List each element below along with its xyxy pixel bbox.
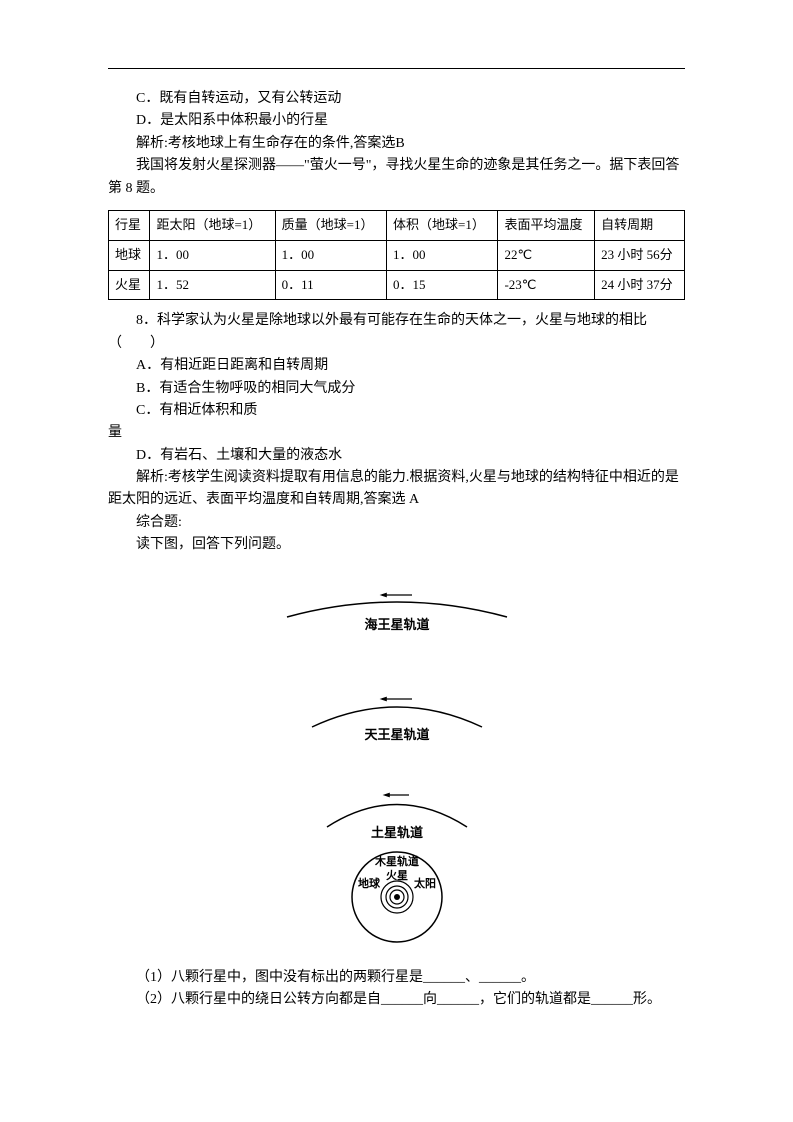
table-cell: 0．11 (275, 270, 386, 300)
table-cell: 1．00 (275, 240, 386, 270)
table-cell: 行星 (109, 210, 150, 240)
table-cell: 1．00 (150, 240, 275, 270)
option-b: B．有适合生物呼吸的相同大气成分 (108, 378, 685, 400)
table-cell: 0．15 (387, 270, 498, 300)
page-divider (108, 68, 685, 69)
document-content: C．既有自转运动，又有公转运动 D．是太阳系中体积最小的行星 解析:考核地球上有… (108, 88, 685, 1011)
option-d: D．是太阳系中体积最小的行星 (108, 110, 685, 132)
neptune-label: 海王星轨道 (364, 617, 429, 632)
analysis-8: 解析:考核学生阅读资料提取有用信息的能力.根据资料,火星与地球的结构特征中相近的… (108, 467, 685, 512)
option-c-part1: C．有相近体积和质 (108, 400, 685, 422)
table-cell: 24 小时 37分 (595, 270, 685, 300)
table-row: 行星 距太阳（地球=1） 质量（地球=1） 体积（地球=1） 表面平均温度 自转… (109, 210, 685, 240)
planet-table: 行星 距太阳（地球=1） 质量（地球=1） 体积（地球=1） 表面平均温度 自转… (108, 210, 685, 300)
table-row: 火星 1．52 0．11 0．15 -23℃ 24 小时 37分 (109, 270, 685, 300)
table-cell: 1．52 (150, 270, 275, 300)
orbit-svg: 海王星轨道 天王星轨道 土星轨道 木星轨道 地球 火星 太阳 (257, 577, 537, 957)
table-cell: 距太阳（地球=1） (150, 210, 275, 240)
table-row: 地球 1．00 1．00 1．00 22℃ 23 小时 56分 (109, 240, 685, 270)
uranus-label: 天王星轨道 (364, 727, 429, 742)
question8-intro: 我国将发射火星探测器——"萤火一号"，寻找火星生命的迹象是其任务之一。据下表回答… (108, 155, 685, 200)
sun-label: 太阳 (413, 876, 436, 890)
option-c-part2: 量 (108, 422, 685, 444)
question8-stem: 8．科学家认为火星是除地球以外最有可能存在生命的天体之一，火星与地球的相比（ ） (108, 310, 685, 355)
option-c: C．既有自转运动，又有公转运动 (108, 88, 685, 110)
question-1: （1）八颗行星中，图中没有标出的两颗行星是______、______。 (108, 967, 685, 989)
jupiter-label: 木星轨道 (374, 854, 419, 868)
table-cell: 23 小时 56分 (595, 240, 685, 270)
question-2: （2）八颗行星中的绕日公转方向都是自______向______，它们的轨道都是_… (108, 989, 685, 1011)
table-cell: 22℃ (498, 240, 595, 270)
table-cell: 自转周期 (595, 210, 685, 240)
read-fig: 读下图，回答下列问题。 (108, 534, 685, 556)
orbit-diagram: 海王星轨道 天王星轨道 土星轨道 木星轨道 地球 火星 太阳 (108, 577, 685, 957)
section-label: 综合题: (108, 512, 685, 534)
table-cell: 质量（地球=1） (275, 210, 386, 240)
mars-label: 火星 (386, 869, 408, 882)
table-cell: -23℃ (498, 270, 595, 300)
earth-label: 地球 (358, 876, 381, 890)
table-cell: 表面平均温度 (498, 210, 595, 240)
table-cell: 火星 (109, 270, 150, 300)
table-cell: 1．00 (387, 240, 498, 270)
table-cell: 体积（地球=1） (387, 210, 498, 240)
option-d: D．有岩石、土壤和大量的液态水 (108, 445, 685, 467)
table-cell: 地球 (109, 240, 150, 270)
analysis-7: 解析:考核地球上有生命存在的条件,答案选B (108, 133, 685, 155)
saturn-label: 土星轨道 (370, 825, 422, 840)
option-a: A．有相近距日距离和自转周期 (108, 355, 685, 377)
